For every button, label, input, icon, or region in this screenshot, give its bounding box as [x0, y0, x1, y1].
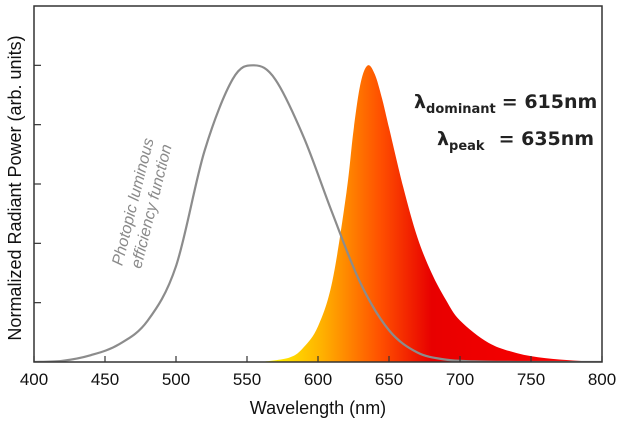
x-tick-label: 600: [304, 370, 332, 389]
dominant-subscript: dominant: [426, 102, 496, 117]
x-tick-label: 500: [162, 370, 190, 389]
x-tick-label: 450: [91, 370, 119, 389]
x-tick-label: 550: [233, 370, 261, 389]
peak-subscript: peak: [449, 139, 485, 154]
dominant-value: = 615nm: [502, 91, 598, 113]
lambda-symbol: λ: [414, 91, 426, 113]
x-tick-label: 800: [588, 370, 616, 389]
x-axis-title: Wavelength (nm): [250, 398, 386, 418]
annotation-peak-wavelength: λpeak = 635nm: [437, 128, 594, 154]
annotation-dominant-wavelength: λdominant = 615nm: [414, 91, 597, 117]
x-tick-label: 400: [20, 370, 48, 389]
led-spectrum-area: [261, 65, 602, 362]
y-axis-title: Normalized Radiant Power (arb. units): [5, 35, 25, 340]
x-tick-label: 700: [446, 370, 474, 389]
x-tick-label: 650: [375, 370, 403, 389]
plot-frame: [33, 5, 603, 363]
lambda-symbol: λ: [437, 128, 449, 150]
x-tick-label: 750: [517, 370, 545, 389]
peak-value: = 635nm: [499, 128, 595, 150]
